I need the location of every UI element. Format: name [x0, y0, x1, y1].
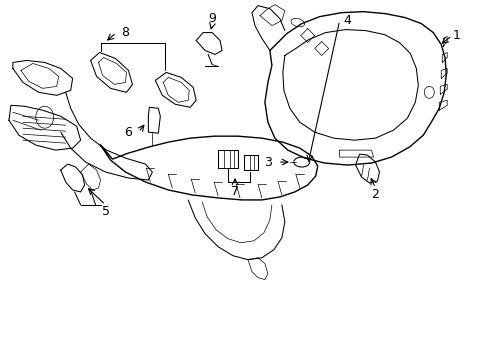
Text: 1: 1: [451, 29, 459, 42]
Text: 2: 2: [371, 188, 379, 202]
Text: 5: 5: [102, 205, 109, 219]
Text: 8: 8: [121, 26, 129, 39]
Text: 6: 6: [124, 126, 132, 139]
Text: 9: 9: [208, 12, 216, 25]
Text: 4: 4: [343, 14, 351, 27]
Text: 3: 3: [264, 156, 271, 168]
Text: 7: 7: [230, 185, 239, 198]
